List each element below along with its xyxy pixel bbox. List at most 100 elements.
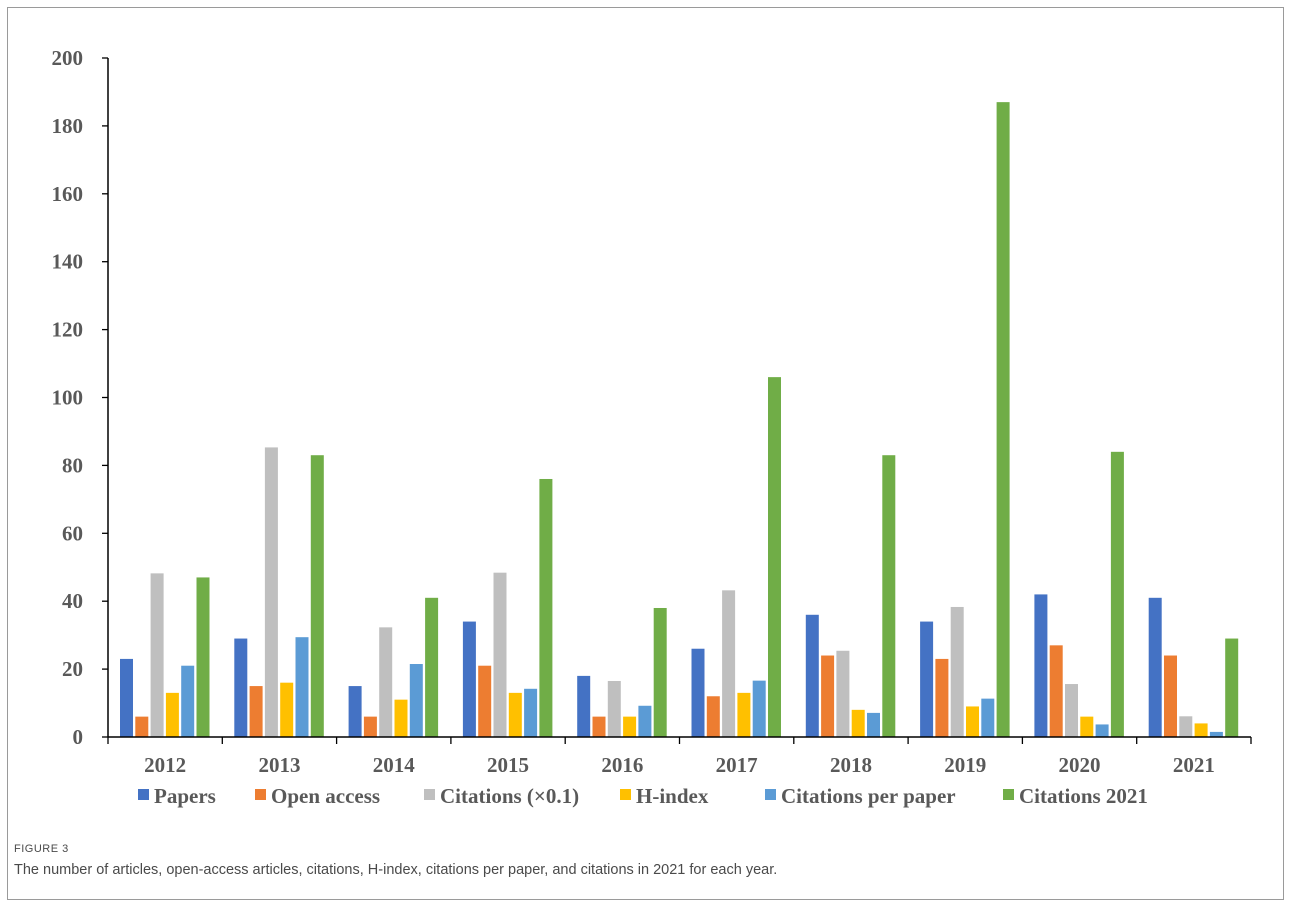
- bar-2014-series-2: [379, 627, 393, 737]
- legend-label: Citations 2021: [1019, 784, 1148, 808]
- y-tick-label: 0: [73, 725, 84, 749]
- bar-2017-series-4: [752, 680, 766, 737]
- x-tick-label: 2013: [258, 753, 300, 777]
- bar-2018-series-2: [836, 650, 850, 737]
- legend-label: Papers: [154, 784, 216, 808]
- bar-2016-series-3: [623, 716, 637, 737]
- bar-2021-series-2: [1179, 716, 1193, 737]
- legend-swatch: [424, 789, 435, 800]
- bar-2020-series-5: [1110, 451, 1124, 737]
- chart-legend: Papers Open access Citations (×0.1) H-index…: [138, 784, 1148, 808]
- bar-2017-series-5: [768, 377, 781, 737]
- legend-swatch: [765, 789, 776, 800]
- bar-2017-series-3: [737, 692, 751, 737]
- bar-2012-series-4: [181, 665, 195, 737]
- x-tick-label: 2019: [944, 753, 986, 777]
- bar-2019-series-5: [996, 102, 1010, 737]
- chart-axes: [107, 58, 1252, 744]
- legend-label: Citations per paper: [781, 784, 956, 808]
- bar-2021-series-0: [1148, 597, 1162, 737]
- bar-2015-series-4: [524, 688, 538, 737]
- bar-2020-series-2: [1065, 684, 1078, 737]
- bar-2016-series-4: [638, 705, 652, 737]
- x-tick-label: 2020: [1059, 753, 1101, 777]
- bar-2012-series-1: [135, 716, 149, 737]
- bar-2014-series-1: [363, 716, 377, 737]
- figure-caption: The number of articles, open-access arti…: [14, 862, 778, 878]
- bar-2019-series-4: [981, 698, 995, 737]
- legend-swatch: [1003, 789, 1014, 800]
- x-tick-label: 2018: [830, 753, 872, 777]
- bar-2016-series-2: [607, 680, 621, 737]
- legend-swatch: [255, 789, 266, 800]
- figure-label: FIGURE 3: [14, 843, 69, 855]
- bar-2019-series-0: [920, 621, 934, 737]
- bar-2020-series-1: [1049, 645, 1063, 737]
- bar-2021-series-4: [1209, 731, 1223, 737]
- y-tick-label: 40: [62, 589, 83, 613]
- bar-2021-series-1: [1164, 655, 1177, 737]
- bar-2021-series-5: [1225, 638, 1239, 737]
- x-axis-labels: 2012 2013 2014 2015 2016 2017 2018 2019 2020 2021: [144, 753, 1215, 777]
- bar-2013-series-1: [249, 686, 263, 737]
- y-tick-label: 160: [52, 182, 84, 206]
- y-tick-label: 180: [52, 114, 84, 138]
- bar-2020-series-0: [1034, 594, 1048, 737]
- bar-2013-series-4: [295, 637, 309, 737]
- bar-2015-series-3: [508, 692, 522, 737]
- bar-2016-series-0: [577, 675, 591, 737]
- bar-2017-series-1: [706, 696, 720, 737]
- bar-2012-series-0: [120, 658, 133, 737]
- bar-2016-series-5: [653, 607, 667, 737]
- bar-2017-series-0: [691, 648, 705, 737]
- bar-2017-series-2: [722, 590, 736, 737]
- legend-label: Open access: [271, 784, 380, 808]
- bar-2015-series-5: [539, 478, 553, 737]
- y-tick-label: 60: [62, 521, 83, 545]
- bar-2014-series-5: [425, 597, 439, 737]
- y-axis-ticks: 0 20 40 60 80 100 120 140 160 180 200: [52, 46, 108, 749]
- bar-2013-series-3: [280, 682, 294, 737]
- bar-2012-series-3: [165, 692, 179, 737]
- bar-2015-series-2: [493, 572, 507, 737]
- bar-2020-series-3: [1080, 716, 1094, 737]
- bar-2018-series-3: [851, 709, 865, 737]
- bar-2013-series-5: [310, 455, 324, 737]
- legend-label: Citations (×0.1): [440, 784, 579, 808]
- x-tick-label: 2014: [373, 753, 416, 777]
- y-tick-label: 20: [62, 657, 83, 681]
- y-tick-label: 140: [52, 250, 84, 274]
- bar-2020-series-4: [1095, 724, 1109, 737]
- bar-2018-series-5: [882, 455, 896, 737]
- x-tick-label: 2012: [144, 753, 186, 777]
- bar-2012-series-5: [196, 577, 210, 737]
- bar-2014-series-4: [409, 664, 423, 737]
- x-tick-label: 2017: [716, 753, 758, 777]
- x-tick-label: 2015: [487, 753, 529, 777]
- bar-2018-series-1: [821, 655, 835, 737]
- y-tick-label: 120: [52, 318, 84, 342]
- bar-2013-series-0: [234, 638, 248, 737]
- legend-label: H-index: [636, 784, 709, 808]
- chart-bars: [120, 102, 1239, 737]
- bar-2014-series-3: [394, 699, 408, 737]
- y-tick-label: 100: [52, 386, 84, 410]
- y-tick-label: 80: [62, 453, 83, 477]
- bar-2015-series-1: [478, 665, 492, 737]
- bar-2016-series-1: [592, 716, 606, 737]
- bar-2013-series-2: [264, 447, 278, 737]
- bar-2018-series-0: [805, 614, 819, 737]
- bar-2021-series-3: [1194, 723, 1208, 737]
- bar-2018-series-4: [867, 712, 880, 737]
- x-tick-label: 2016: [601, 753, 643, 777]
- bar-2014-series-0: [348, 686, 362, 737]
- legend-swatch: [620, 789, 631, 800]
- bar-2012-series-2: [150, 573, 164, 737]
- figure-frame: [7, 7, 1284, 900]
- bar-2019-series-1: [935, 658, 949, 737]
- bar-2015-series-0: [462, 621, 476, 737]
- bar-2019-series-3: [966, 706, 979, 737]
- x-tick-label: 2021: [1173, 753, 1215, 777]
- y-tick-label: 200: [52, 46, 84, 70]
